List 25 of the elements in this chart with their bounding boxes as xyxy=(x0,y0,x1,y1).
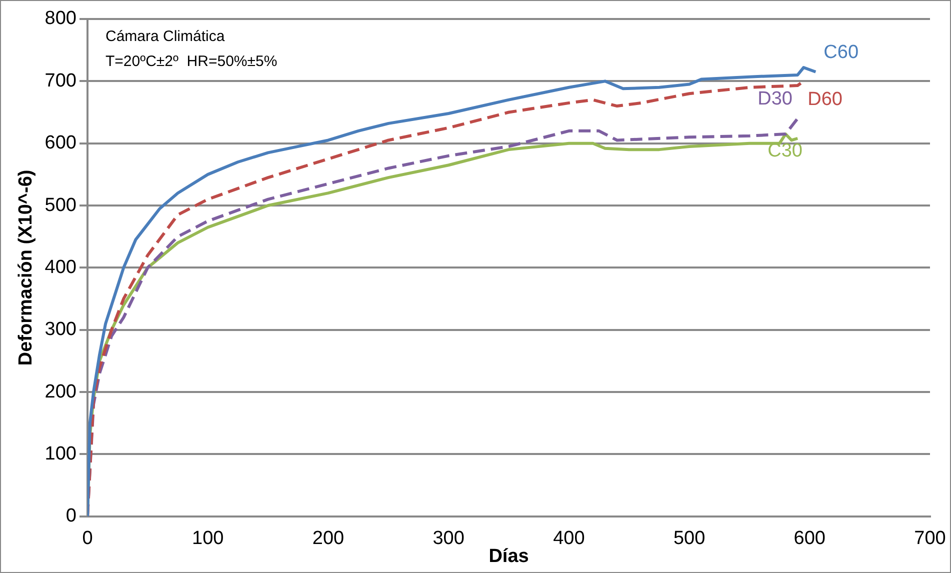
x-tick-label: 200 xyxy=(312,528,344,550)
y-tick-label: 500 xyxy=(44,194,76,216)
y-tick-label: 300 xyxy=(44,319,76,340)
series-label: D30 xyxy=(758,88,792,110)
y-tick-label: 0 xyxy=(66,506,76,527)
x-tick-label: 500 xyxy=(673,528,706,550)
x-tick-label: 300 xyxy=(432,528,464,550)
x-axis-title: Días xyxy=(488,546,529,567)
y-tick-label: 600 xyxy=(44,132,76,154)
series-label: C60 xyxy=(824,42,859,63)
x-tick-label: 700 xyxy=(914,528,946,550)
x-tick-label: 100 xyxy=(192,528,224,550)
x-tick-label: 400 xyxy=(553,528,585,550)
series-label: C30 xyxy=(768,140,802,162)
y-tick-label: 700 xyxy=(44,70,76,92)
y-tick-label: 200 xyxy=(44,381,76,402)
y-tick-label: 800 xyxy=(44,8,76,30)
x-tick-label: 0 xyxy=(82,528,93,550)
x-tick-label: 600 xyxy=(794,528,826,550)
y-tick-label: 400 xyxy=(44,256,76,278)
series-label: D60 xyxy=(808,89,842,110)
annotation: Cámara Climática xyxy=(106,28,226,45)
annotation: T=20ºC±2º HR=50%±5% xyxy=(106,53,278,70)
y-axis-title: Deformación (X10^-6) xyxy=(16,170,37,366)
y-tick-label: 100 xyxy=(44,443,76,464)
